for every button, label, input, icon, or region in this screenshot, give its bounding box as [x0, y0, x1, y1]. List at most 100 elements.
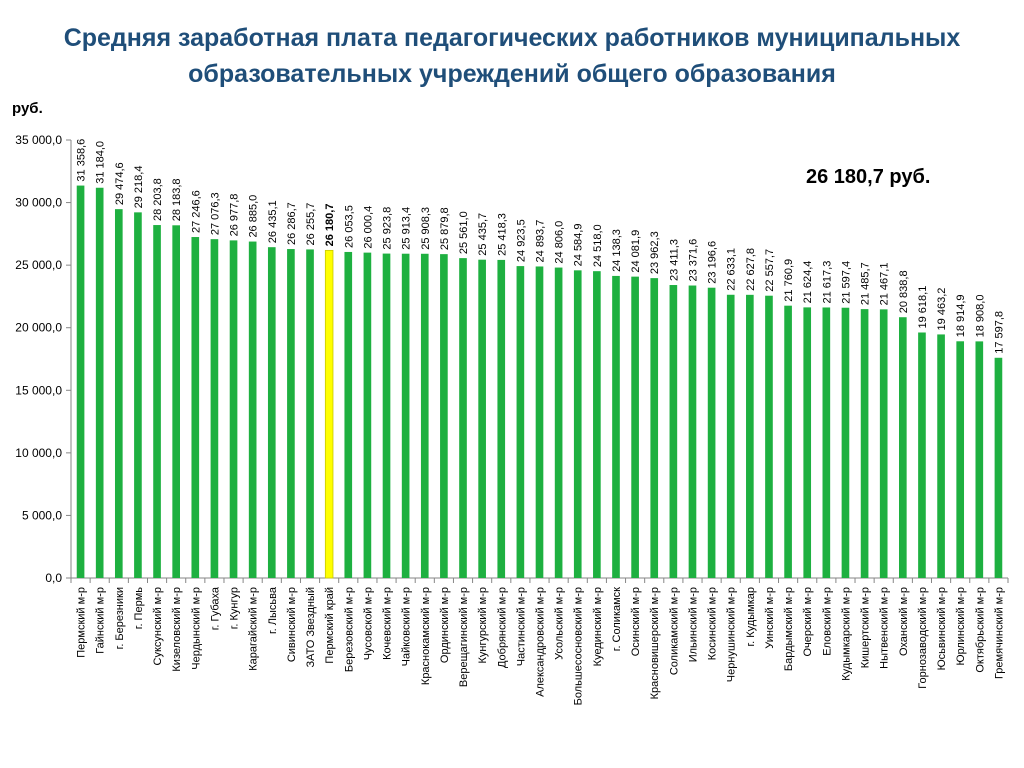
- bar-value-label: 19 618,1: [917, 286, 929, 329]
- bar-value-label: 24 893,7: [535, 220, 547, 263]
- x-tick-label: ЗАТО Звездный: [305, 587, 317, 668]
- x-tick-label: Суксунский м-р: [152, 587, 164, 665]
- bar: [631, 276, 639, 578]
- bar: [459, 258, 467, 578]
- x-tick-label: Чусовской м-р: [362, 587, 374, 660]
- bar-value-label: 23 411,3: [668, 239, 680, 281]
- x-tick-label: г. Соликамск: [611, 587, 623, 651]
- bar-value-label: 21 760,9: [783, 259, 795, 302]
- bar-value-label: 21 485,7: [860, 262, 872, 305]
- bar: [229, 240, 238, 579]
- y-tick-label: 35 000,0: [15, 133, 62, 147]
- x-tick-label: Юсьвинский м-р: [936, 587, 948, 670]
- x-tick-label: Кунгурский м-р: [477, 587, 489, 664]
- bar: [650, 278, 659, 578]
- chart-title-line-2: образовательных учреждений общего образо…: [188, 60, 836, 88]
- x-tick-label: Уинский м-р: [764, 587, 776, 649]
- bar: [669, 285, 678, 578]
- bar: [248, 241, 257, 579]
- bar-value-label: 21 617,3: [821, 261, 833, 304]
- bar-value-label: 21 467,1: [879, 263, 891, 306]
- bar: [899, 317, 907, 578]
- bar: [401, 253, 410, 578]
- bar-value-label: 24 518,0: [592, 224, 604, 267]
- bar-value-label: 21 624,4: [802, 261, 814, 304]
- bar: [879, 309, 888, 578]
- region-average-callout: 26 180,7 руб.: [806, 166, 931, 188]
- x-tick-label: Кизеловский м-р: [171, 587, 183, 672]
- bar: [440, 254, 448, 578]
- bar-value-label: 25 879,8: [439, 207, 451, 250]
- bar-value-label: 28 203,8: [152, 178, 164, 221]
- bar: [784, 305, 792, 578]
- y-axis-unit-label: руб.: [12, 100, 43, 117]
- x-tick-label: Верещагинский м-р: [458, 587, 470, 687]
- y-tick-label: 30 000,0: [15, 196, 62, 210]
- bar: [267, 247, 276, 579]
- x-tick-label: Осинский м-р: [630, 587, 642, 656]
- bar-value-label: 21 597,4: [840, 261, 852, 304]
- x-tick-label: Чердынский м-р: [190, 587, 202, 670]
- bar-value-label: 26 435,1: [267, 200, 279, 243]
- bar: [153, 225, 161, 578]
- x-tick-label: Добрянский м-р: [496, 587, 508, 668]
- bar-value-label: 27 076,3: [209, 192, 221, 235]
- bar: [937, 334, 945, 578]
- bar-value-label: 23 196,6: [707, 241, 719, 284]
- bar: [344, 251, 353, 579]
- bar-value-label: 26 000,4: [362, 206, 374, 249]
- bar: [593, 271, 601, 578]
- bar: [210, 239, 219, 579]
- x-tick-label: Октябрьский м-р: [974, 587, 986, 673]
- bar: [746, 294, 754, 578]
- bar-value-label: 25 561,0: [458, 211, 470, 254]
- x-tick-label: Кудымкарский м-р: [840, 587, 852, 681]
- x-tick-label: Куединский м-р: [592, 587, 604, 666]
- x-tick-label: г. Кунгур: [229, 587, 241, 629]
- bar: [726, 294, 735, 578]
- bar-value-label: 29 218,4: [133, 166, 145, 209]
- bar-value-label: 26 885,0: [248, 195, 260, 238]
- bar-value-label: 26 053,5: [343, 205, 355, 248]
- bar: [497, 259, 506, 578]
- x-tick-label: Александровский м-р: [535, 587, 547, 697]
- x-tick-label: г. Березники: [114, 587, 126, 649]
- x-tick-label: г. Кудымкар: [745, 587, 757, 647]
- bar: [918, 332, 926, 578]
- x-tick-label: Березовский м-р: [343, 587, 355, 672]
- bar-value-label: 19 463,2: [936, 288, 948, 331]
- x-tick-label: Юрлинский м-р: [955, 587, 967, 666]
- bar: [765, 295, 773, 578]
- x-tick-label: Нытвенский м-р: [879, 587, 891, 669]
- bar: [76, 185, 85, 578]
- bar: [382, 253, 391, 578]
- bar: [134, 212, 142, 578]
- bar-value-label: 31 358,6: [76, 139, 88, 182]
- bar-value-label: 26 977,8: [229, 194, 241, 237]
- x-tick-label: Горнозаводский м-р: [917, 587, 929, 689]
- bar-value-label: 24 138,3: [611, 229, 623, 272]
- bar-value-label: 22 633,1: [726, 248, 738, 291]
- x-tick-label: Усольский м-р: [554, 587, 566, 660]
- bar-value-label: 27 246,6: [190, 190, 202, 233]
- x-tick-label: г. Лысьва: [267, 586, 279, 634]
- bar-value-label: 18 914,9: [955, 294, 967, 337]
- bar-value-label: 25 908,3: [420, 207, 432, 250]
- bar-value-label: 24 923,5: [515, 219, 527, 262]
- x-tick-label: Ординский м-р: [439, 587, 451, 663]
- bar: [114, 209, 123, 579]
- y-tick-label: 0,0: [45, 571, 62, 585]
- x-tick-label: Соликамский м-р: [668, 587, 680, 675]
- bar: [191, 237, 200, 578]
- bar-value-label: 25 418,3: [496, 213, 508, 256]
- bar-value-label: 23 962,3: [649, 231, 661, 274]
- chart-title-line-1: Средняя заработная плата педагогических …: [63, 24, 961, 52]
- bar: [287, 249, 295, 579]
- bar-value-label: 26 255,7: [305, 203, 317, 246]
- bar: [822, 307, 831, 578]
- bar: [860, 309, 869, 578]
- bar-value-label: 28 183,8: [171, 178, 183, 221]
- bar: [956, 341, 965, 578]
- x-tick-label: Частинский м-р: [515, 587, 527, 666]
- x-tick-label: Пермский м-р: [76, 587, 88, 658]
